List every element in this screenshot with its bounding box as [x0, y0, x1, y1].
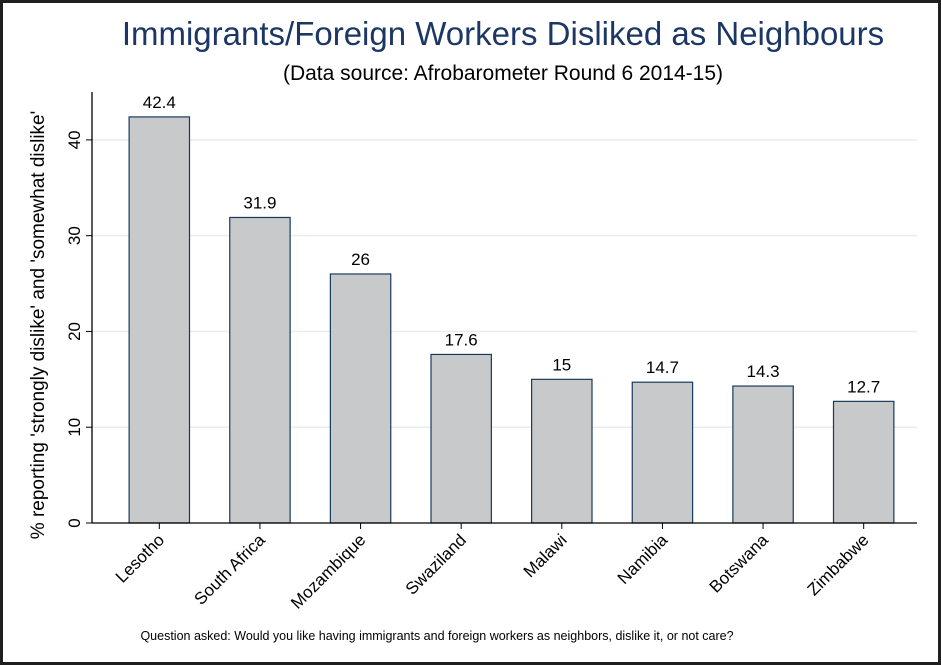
x-tick-label: Mozambique	[287, 530, 369, 612]
chart-title: Immigrants/Foreign Workers Disliked as N…	[122, 15, 884, 52]
bar-malawi	[531, 378, 593, 524]
chart-subtitle: (Data source: Afrobarometer Round 6 2014…	[283, 62, 723, 85]
bar-value-label: 26	[351, 250, 370, 269]
x-tick-label: Namibia	[614, 530, 672, 588]
y-axis-label: % reporting 'strongly dislike' and 'some…	[28, 111, 49, 539]
question-note: Question asked: Would you like having im…	[140, 629, 733, 643]
y-tick-label: 30	[65, 226, 84, 245]
bar-value-label: 17.6	[445, 330, 478, 349]
gridlines	[92, 139, 917, 428]
axes: Lesotho South Africa Mozambique Swaziland Ma…	[65, 92, 917, 613]
x-tick-label: Swaziland	[402, 530, 470, 598]
y-tick-label: 0	[65, 518, 84, 527]
bar-mozambique	[329, 273, 392, 524]
bar-zimbabwe	[832, 400, 895, 524]
y-tick-label: 10	[65, 418, 84, 437]
bar-value-label: 14.3	[747, 362, 780, 381]
bar-value-label: 31.9	[243, 193, 276, 212]
bar-botswana	[732, 385, 794, 524]
bar-lesotho	[128, 116, 191, 524]
bar-namibia	[631, 381, 694, 524]
bar-swaziland	[430, 353, 492, 524]
bar-value-label: 14.7	[646, 358, 679, 377]
x-tick-label: South Africa	[191, 530, 270, 609]
bars: 42.4 31.9 26 17.6 15 14.7 14.3 12.7	[128, 93, 895, 524]
x-tick-label: Malawi	[520, 530, 571, 581]
bar-value-label: 12.7	[847, 377, 880, 396]
y-tick-label: 20	[65, 322, 84, 341]
x-tick-label: Zimbabwe	[804, 530, 873, 599]
x-tick-label: Lesotho	[112, 530, 168, 586]
y-tick-label: 40	[65, 130, 84, 149]
bar-value-label: 15	[552, 355, 571, 374]
x-tick-label: Botswana	[706, 530, 773, 597]
bar-south-africa	[229, 216, 291, 524]
bar-value-label: 42.4	[143, 93, 176, 112]
